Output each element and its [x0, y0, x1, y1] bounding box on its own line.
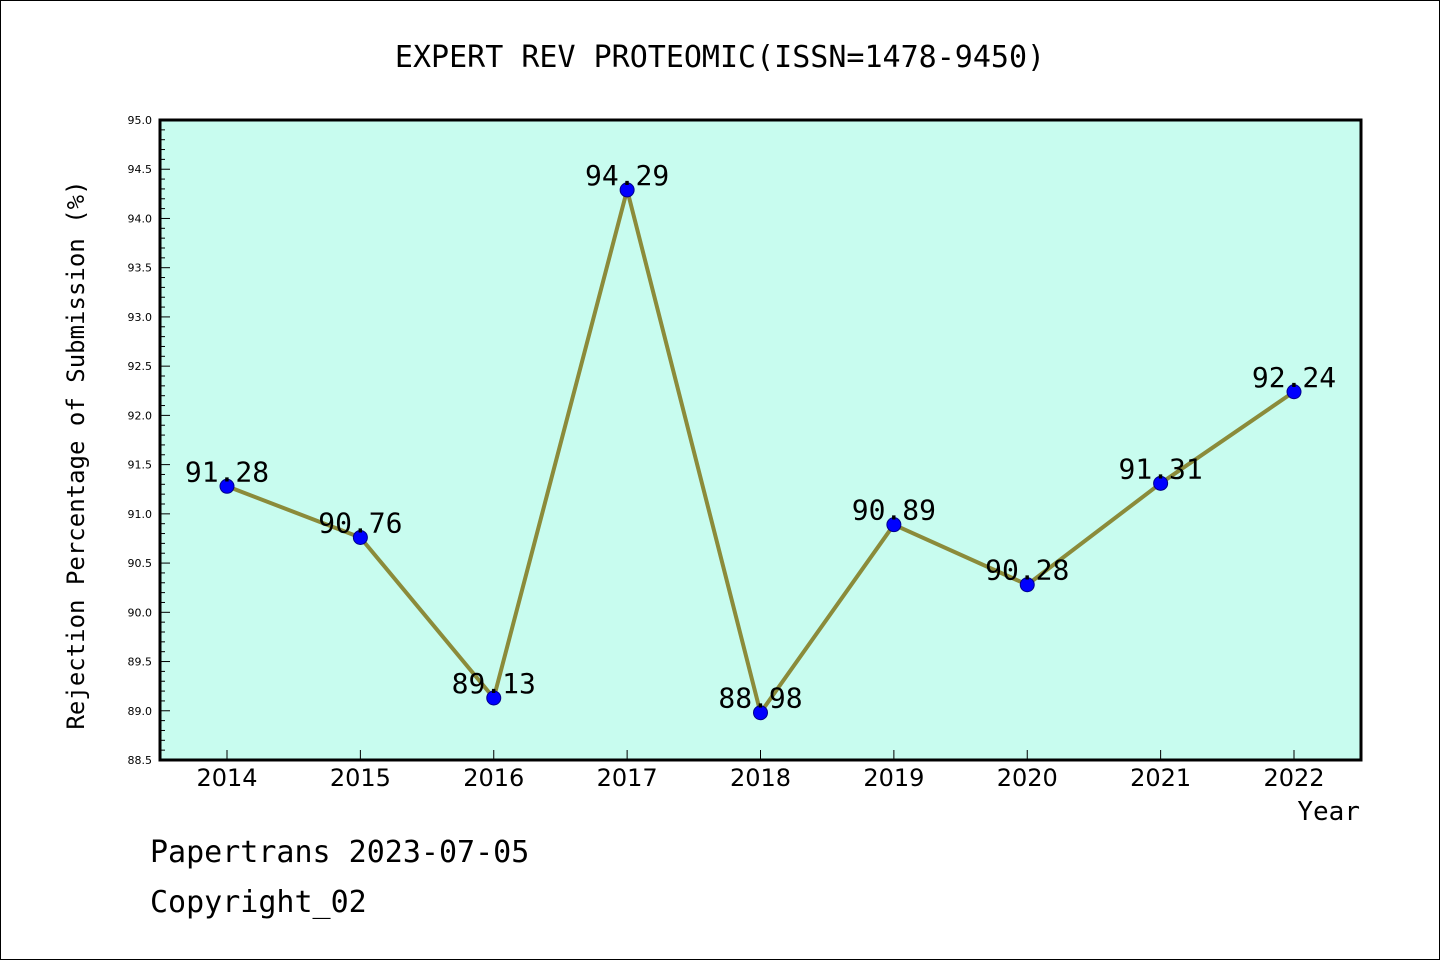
y-tick-label: 91.0 [128, 508, 153, 521]
x-tick-label: 2019 [863, 764, 924, 792]
data-label: 91.28 [185, 455, 269, 488]
y-tick-label: 94.0 [128, 212, 153, 225]
data-point [1153, 475, 1169, 491]
data-point [219, 478, 235, 494]
data-point [486, 690, 502, 706]
data-label: 94.29 [585, 159, 669, 192]
y-tick-label: 95.0 [128, 114, 153, 127]
x-tick-label: 2016 [463, 764, 524, 792]
footer-date: Papertrans 2023-07-05 [150, 835, 530, 870]
data-label: 90.89 [852, 494, 936, 527]
data-point [619, 182, 635, 198]
x-tick-label: 2014 [196, 764, 257, 792]
x-tick-label: 2020 [997, 764, 1058, 792]
x-tick-label: 2015 [330, 764, 391, 792]
y-tick-label: 92.5 [128, 360, 153, 373]
y-tick-label: 94.5 [128, 163, 153, 176]
data-label: 90.76 [318, 506, 402, 539]
data-point [886, 517, 902, 533]
plot-border [158, 118, 1363, 762]
y-tick-label: 89.0 [128, 705, 153, 718]
plot-area [160, 120, 1361, 760]
data-label: 91.31 [1118, 452, 1202, 485]
data-label: 89.13 [452, 667, 536, 700]
y-tick-label: 88.5 [128, 754, 153, 767]
y-tick-label: 90.0 [128, 606, 153, 619]
x-axis-label: Year [1297, 797, 1360, 827]
y-axis: 88.5 89.0 89.5 90.0 90.5 91.0 91.5 92.0 92.5 93.0… [128, 114, 170, 767]
chart-title: EXPERT REV PROTEOMIC(ISSN=1478-9450) [395, 40, 1045, 75]
y-tick-label: 93.5 [128, 262, 153, 275]
data-point [1286, 384, 1302, 400]
data-label: 92.24 [1252, 361, 1336, 394]
y-tick-label: 91.5 [128, 459, 153, 472]
footer-copyright: Copyright_02 [150, 885, 367, 920]
data-points [219, 182, 1302, 721]
x-axis: 2014 2015 2016 2017 2018 2019 2020 2021 2022 [196, 750, 1325, 792]
data-label: 90.28 [985, 554, 1069, 587]
y-tick-label: 92.0 [128, 409, 153, 422]
data-labels: 91.28 90.76 89.13 94.29 88.98 90.89 90.28 91.31… [185, 159, 1336, 715]
data-point [753, 705, 768, 721]
x-tick-label: 2021 [1130, 764, 1191, 792]
y-tick-label: 89.5 [128, 656, 153, 669]
data-point [1019, 577, 1035, 593]
x-tick-label: 2017 [597, 764, 658, 792]
y-tick-label: 93.0 [128, 311, 153, 324]
data-point [352, 529, 368, 545]
y-axis-label: Rejection Percentage of Submission (%) [62, 180, 90, 729]
data-label: 88.98 [718, 682, 802, 715]
x-tick-label: 2018 [730, 764, 791, 792]
y-tick-label: 90.5 [128, 557, 153, 570]
x-tick-label: 2022 [1263, 764, 1324, 792]
